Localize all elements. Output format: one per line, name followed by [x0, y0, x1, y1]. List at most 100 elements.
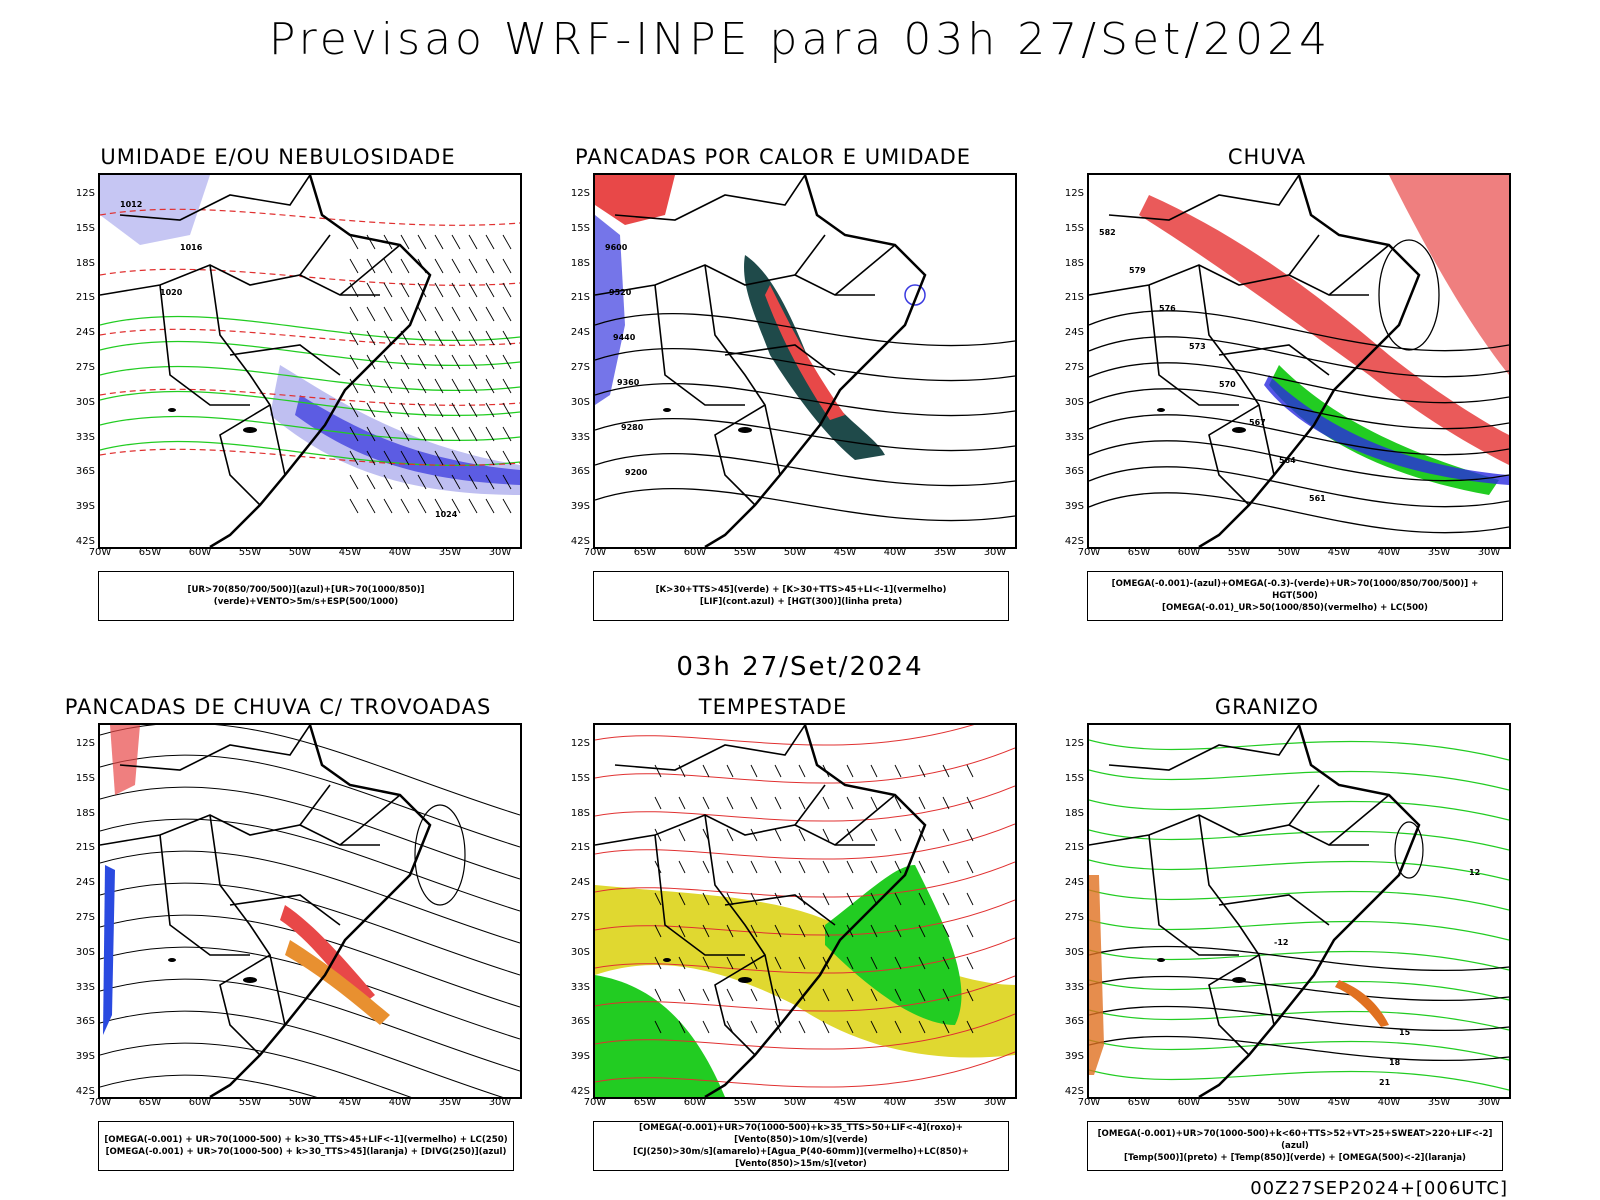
wind-vector	[468, 378, 478, 394]
state-border	[299, 234, 331, 276]
lat-tick-label: 15S	[75, 772, 95, 784]
panel-title: CHUVA	[1227, 145, 1307, 169]
wind-vector	[417, 450, 427, 466]
state-border	[1328, 244, 1390, 296]
lat-tick-label: 12S	[1064, 738, 1084, 749]
lake	[1157, 958, 1165, 962]
state-border	[299, 784, 331, 826]
wind-vector	[451, 426, 461, 442]
wind-vector	[468, 426, 478, 442]
wind-vector	[702, 924, 710, 938]
wind-vector	[434, 402, 444, 418]
wind-vector	[774, 860, 782, 874]
state-border	[614, 175, 806, 221]
state-border	[100, 264, 380, 296]
wind-vector	[451, 234, 461, 250]
state-border	[1328, 794, 1390, 846]
wind-vector	[822, 860, 830, 874]
lon-tick-label: 30W	[1477, 547, 1501, 558]
wind-vector	[798, 796, 806, 810]
isoline	[100, 315, 520, 342]
isoline	[1089, 336, 1509, 378]
lon-tick-label: 30W	[983, 547, 1007, 558]
wind-vector	[349, 330, 359, 346]
shaded-region	[103, 865, 115, 1035]
wind-vector	[654, 764, 662, 778]
main-title: Previsao WRF-INPE para 03h 27/Set/2024	[268, 14, 1332, 65]
lat-tick-label: 27S	[570, 362, 590, 373]
wind-vector	[485, 450, 495, 466]
temp850-isoline	[1089, 769, 1509, 791]
lon-axis: 70W 65W 60W 55W 50W 45W 40W 35W 30W	[1078, 1097, 1511, 1111]
streamline	[595, 1013, 1015, 1050]
isoline	[1378, 239, 1440, 351]
map-tempestade	[593, 723, 1017, 1099]
wind-vector	[726, 924, 734, 938]
shaded-region	[280, 905, 375, 1005]
shaded-region	[295, 395, 520, 485]
coastline	[209, 725, 432, 1097]
contour-label: 9520	[609, 288, 632, 297]
wind-vector	[750, 764, 758, 778]
wind-vector	[468, 450, 478, 466]
wind-vector	[349, 234, 359, 250]
wind-vector	[750, 892, 758, 906]
wind-vector	[678, 860, 686, 874]
lat-tick-label: 33S	[1064, 431, 1084, 443]
lon-tick-label: 60W	[1177, 1097, 1201, 1108]
panel-chuva: CHUVA 12S 15S 18S 21S 24S 27S 30S 33S 36S 39S 42S …	[1032, 145, 1511, 645]
legend-chuva: [OMEGA(-0.001)-(azul)+OMEGA(-0.3)-(verde…	[1087, 571, 1503, 621]
wind-vector	[434, 234, 444, 250]
contour-label: 21	[1379, 1078, 1391, 1087]
state-border	[714, 404, 766, 506]
lat-tick-label: 21S	[75, 292, 95, 304]
legend-pancadas-calor: [K>30+TTS>45](verde) + [K>30+TTS>45+LI<-…	[593, 571, 1009, 621]
wind-vector	[942, 860, 950, 874]
wind-vector	[870, 828, 878, 842]
wind-vector	[966, 956, 974, 970]
lon-tick-label: 45W	[338, 1097, 362, 1108]
wind-vector	[942, 892, 950, 906]
lat-tick-label: 39S	[75, 501, 95, 513]
shaded-region	[595, 975, 725, 1097]
state-border	[1288, 784, 1320, 826]
wind-vector	[383, 258, 393, 274]
lat-tick-label: 36S	[570, 1016, 590, 1028]
lat-axis: 12S 15S 18S 21S 24S 27S 30S 33S 36S 39S 42S	[1046, 723, 1086, 1099]
isoline	[100, 388, 520, 406]
lon-tick-label: 70W	[1077, 1097, 1101, 1108]
lon-tick-label: 65W	[633, 547, 657, 558]
state-border	[1218, 894, 1330, 926]
shaded-region	[1389, 175, 1509, 375]
lat-tick-label: 39S	[570, 501, 590, 513]
legend-line: [Temp(500)](preto) + [Temp(850)](verde) …	[1124, 1153, 1466, 1163]
wind-vector	[451, 450, 461, 466]
wind-vector	[468, 282, 478, 298]
shaded-region	[1335, 980, 1389, 1027]
wind-vector	[654, 828, 662, 842]
streamline	[100, 754, 520, 848]
wind-vector	[702, 956, 710, 970]
lat-tick-label: 27S	[570, 912, 590, 923]
lon-axis: 70W 65W 60W 55W 50W 45W 40W 35W 30W	[1078, 547, 1511, 561]
lat-tick-label: 30S	[570, 946, 590, 958]
lat-tick-label: 15S	[570, 772, 590, 784]
map-granizo: -12 12 15 18 21	[1087, 723, 1511, 1099]
lon-tick-label: 45W	[833, 1097, 857, 1108]
wind-vector	[485, 306, 495, 322]
wind-vector	[918, 764, 926, 778]
state-border	[119, 725, 311, 771]
wind-vector	[942, 1020, 950, 1034]
streamline	[100, 850, 520, 944]
wind-vector	[966, 828, 974, 842]
streamline	[595, 899, 1015, 936]
legend-tempestade: [OMEGA(-0.001)+UR>70(1000-500)+k>35_TTS>…	[593, 1121, 1009, 1171]
lat-tick-label: 36S	[75, 466, 95, 478]
wind-vector	[846, 796, 854, 810]
wind-vector	[400, 498, 410, 514]
lon-tick-label: 70W	[1077, 547, 1101, 558]
wind-vector	[918, 956, 926, 970]
legend-line: [OMEGA(-0.001) + UR>70(1000-500) + k>30_…	[104, 1135, 508, 1145]
lat-tick-label: 30S	[570, 396, 590, 408]
lat-axis: 12S 15S 18S 21S 24S 27S 30S 33S 36S 39S 42S	[1046, 173, 1086, 549]
